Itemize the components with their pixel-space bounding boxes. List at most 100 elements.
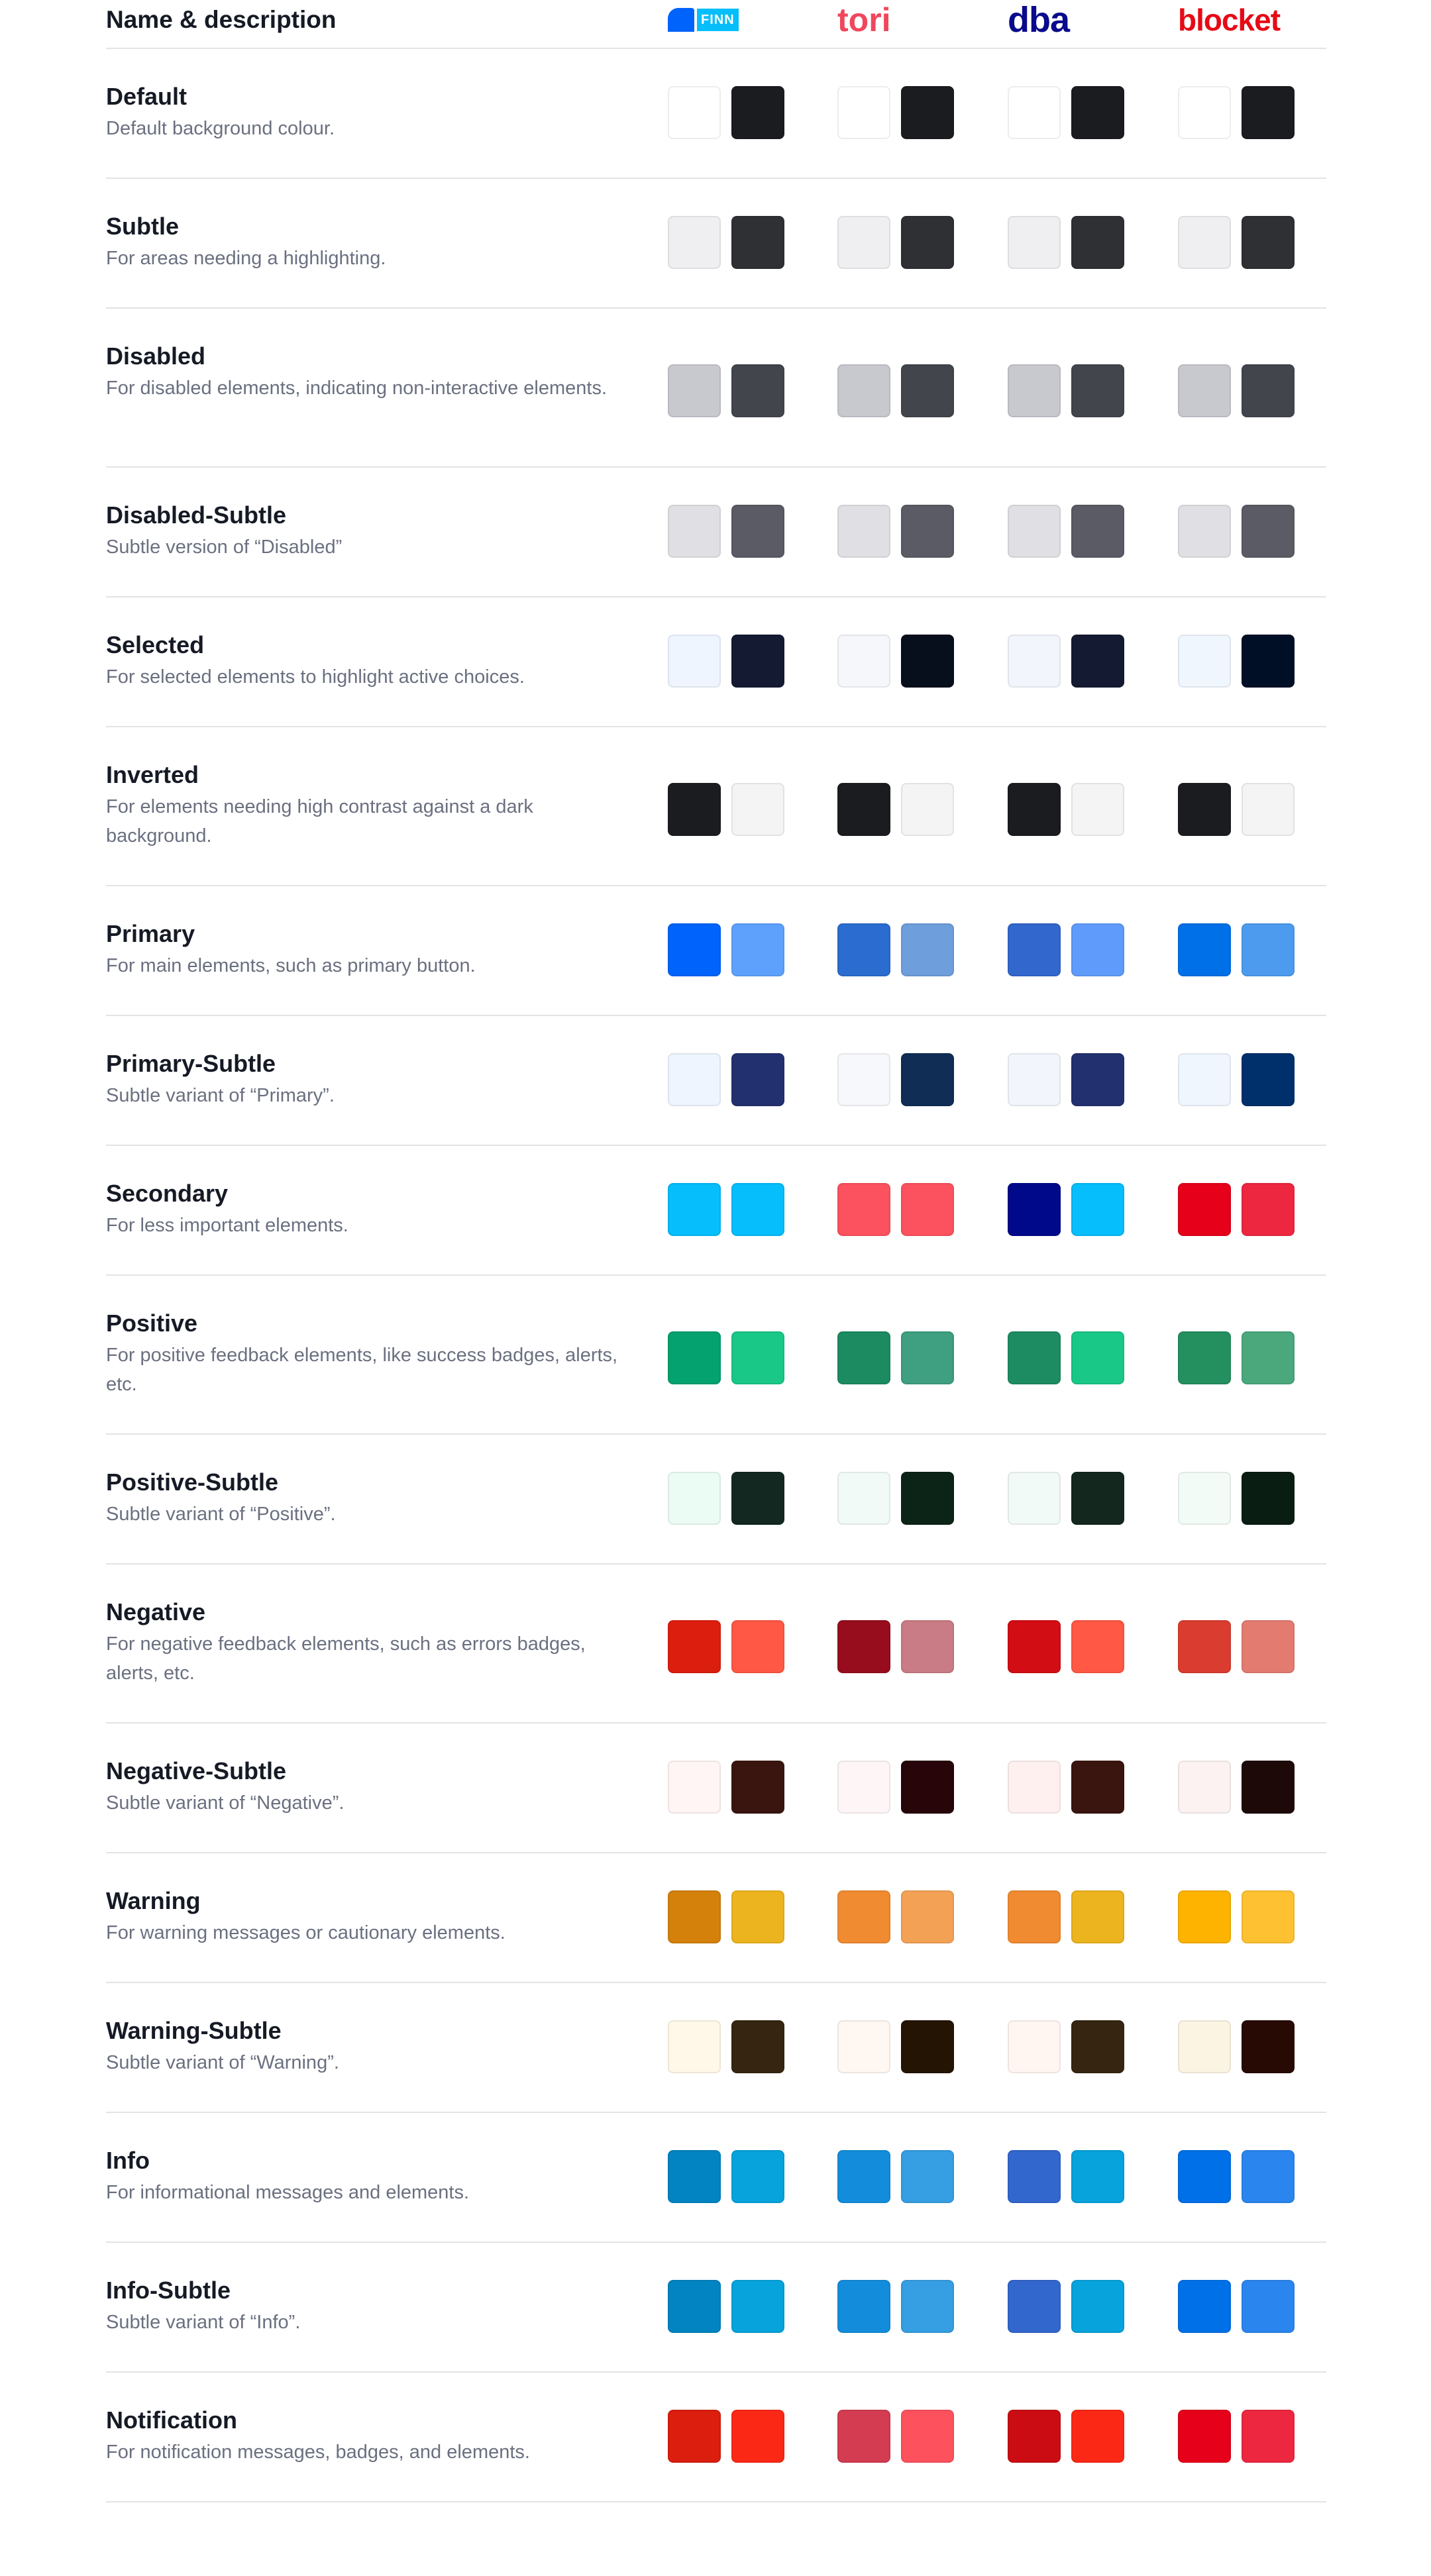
swatch-pair-blocket xyxy=(1178,86,1295,139)
light-mode-swatch xyxy=(1008,2020,1061,2073)
swatch-pair-blocket xyxy=(1178,1472,1295,1525)
light-mode-swatch xyxy=(1178,505,1231,558)
dark-mode-swatch xyxy=(1242,923,1295,976)
light-mode-swatch xyxy=(837,1053,890,1106)
light-mode-swatch xyxy=(837,216,890,269)
token-description: Subtle variant of “Info”. xyxy=(106,2312,301,2333)
dark-mode-swatch xyxy=(1242,364,1295,417)
token-row: Secondary For less important elements. xyxy=(106,1146,1326,1276)
light-mode-swatch xyxy=(1008,216,1061,269)
dark-mode-swatch xyxy=(731,2410,784,2463)
swatch-pair-tori xyxy=(837,923,954,976)
dark-mode-swatch xyxy=(1071,1053,1124,1106)
token-name: Warning xyxy=(106,1887,201,1914)
light-mode-swatch xyxy=(668,2410,721,2463)
light-mode-swatch xyxy=(1008,1183,1061,1236)
token-description: For informational messages and elements. xyxy=(106,2182,470,2203)
swatch-pair-blocket xyxy=(1178,1053,1295,1106)
light-mode-swatch xyxy=(837,2020,890,2073)
light-mode-swatch xyxy=(1008,2280,1061,2333)
dark-mode-swatch xyxy=(1242,216,1295,269)
dark-mode-swatch xyxy=(1071,86,1124,139)
swatch-pair-finn xyxy=(668,2410,784,2463)
light-mode-swatch xyxy=(837,1331,890,1384)
swatch-pair-finn xyxy=(668,1053,784,1106)
dark-mode-swatch xyxy=(901,216,954,269)
light-mode-swatch xyxy=(1178,1183,1231,1236)
light-mode-swatch xyxy=(837,635,890,688)
light-mode-swatch xyxy=(837,783,890,836)
swatch-pair-tori xyxy=(837,1183,954,1236)
token-name: Negative xyxy=(106,1598,206,1625)
token-description: For elements needing high contrast again… xyxy=(106,796,533,847)
swatch-pair-dba xyxy=(1008,783,1124,836)
tori-logo-wordmark: tori xyxy=(837,1,891,38)
dark-mode-swatch xyxy=(1242,505,1295,558)
light-mode-swatch xyxy=(1178,783,1231,836)
token-name: Primary xyxy=(106,920,195,947)
light-mode-swatch xyxy=(668,923,721,976)
light-mode-swatch xyxy=(1178,2150,1231,2203)
dark-mode-swatch xyxy=(1242,86,1295,139)
light-mode-swatch xyxy=(668,1620,721,1673)
dark-mode-swatch xyxy=(731,1472,784,1525)
dark-mode-swatch xyxy=(731,216,784,269)
swatch-pair-finn xyxy=(668,923,784,976)
dark-mode-swatch xyxy=(731,635,784,688)
token-name: Primary-Subtle xyxy=(106,1050,276,1077)
light-mode-swatch xyxy=(1008,2150,1061,2203)
token-name: Default xyxy=(106,83,187,110)
light-mode-swatch xyxy=(668,635,721,688)
token-description: Default background colour. xyxy=(106,118,335,139)
dark-mode-swatch xyxy=(1071,1890,1124,1943)
dark-mode-swatch xyxy=(1071,1183,1124,1236)
swatch-pair-blocket xyxy=(1178,1761,1295,1814)
swatch-pair-finn xyxy=(668,1331,784,1384)
light-mode-swatch xyxy=(1008,783,1061,836)
swatch-pair-blocket xyxy=(1178,1620,1295,1673)
dark-mode-swatch xyxy=(1071,2020,1124,2073)
dark-mode-swatch xyxy=(1071,1620,1124,1673)
light-mode-swatch xyxy=(1178,2280,1231,2333)
swatch-pair-dba xyxy=(1008,364,1124,417)
dark-mode-swatch xyxy=(731,1620,784,1673)
token-name: Notification xyxy=(106,2406,237,2434)
token-name: Positive-Subtle xyxy=(106,1468,279,1496)
swatch-pair-finn xyxy=(668,635,784,688)
token-row: Primary-Subtle Subtle variant of “Primary… xyxy=(106,1016,1326,1146)
swatch-pair-dba xyxy=(1008,1331,1124,1384)
swatch-pair-tori xyxy=(837,216,954,269)
token-name: Info xyxy=(106,2147,150,2174)
dark-mode-swatch xyxy=(901,2020,954,2073)
light-mode-swatch xyxy=(668,1472,721,1525)
swatch-pair-tori xyxy=(837,505,954,558)
swatch-pair-tori xyxy=(837,783,954,836)
light-mode-swatch xyxy=(1008,364,1061,417)
dark-mode-swatch xyxy=(1071,2280,1124,2333)
swatch-pair-finn xyxy=(668,1761,784,1814)
swatch-pair-finn xyxy=(668,86,784,139)
light-mode-swatch xyxy=(1178,1331,1231,1384)
token-name: Positive xyxy=(106,1310,198,1337)
token-row: Subtle For areas needing a highlighting. xyxy=(106,179,1326,309)
swatch-pair-dba xyxy=(1008,1890,1124,1943)
light-mode-swatch xyxy=(837,1890,890,1943)
swatch-pair-blocket xyxy=(1178,2410,1295,2463)
swatch-pair-finn xyxy=(668,364,784,417)
dark-mode-swatch xyxy=(1242,1890,1295,1943)
light-mode-swatch xyxy=(837,505,890,558)
token-row: Primary For main elements, such as primar… xyxy=(106,886,1326,1016)
swatch-pair-tori xyxy=(837,1761,954,1814)
swatch-pair-finn xyxy=(668,505,784,558)
token-description: Subtle variant of “Warning”. xyxy=(106,2052,339,2073)
swatch-pair-dba xyxy=(1008,2280,1124,2333)
swatch-pair-finn xyxy=(668,783,784,836)
token-description: Subtle version of “Disabled” xyxy=(106,537,343,558)
light-mode-swatch xyxy=(1178,1761,1231,1814)
light-mode-swatch xyxy=(1178,635,1231,688)
light-mode-swatch xyxy=(1178,2410,1231,2463)
token-description: For notification messages, badges, and e… xyxy=(106,2442,530,2463)
swatch-pair-dba xyxy=(1008,1472,1124,1525)
dark-mode-swatch xyxy=(1071,1761,1124,1814)
swatch-pair-dba xyxy=(1008,2020,1124,2073)
